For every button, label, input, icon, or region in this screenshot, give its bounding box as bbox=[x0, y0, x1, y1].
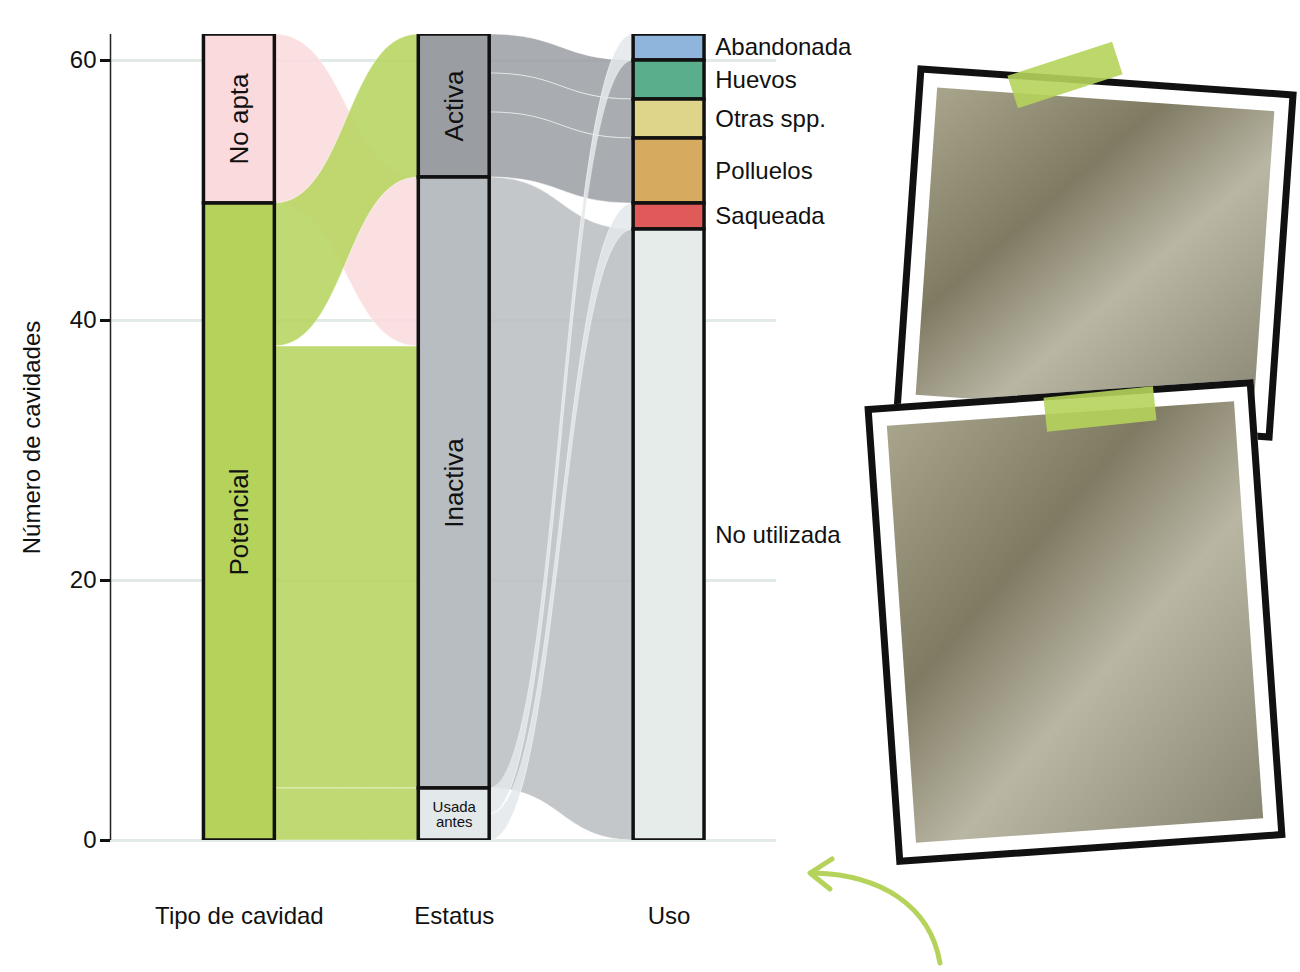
svg-text:No utilizada: No utilizada bbox=[715, 521, 841, 548]
svg-text:40: 40 bbox=[70, 306, 97, 333]
svg-text:Uso: Uso bbox=[648, 902, 691, 929]
svg-text:Activa: Activa bbox=[439, 70, 469, 141]
svg-text:Abandonada: Abandonada bbox=[715, 33, 852, 60]
svg-text:Inactiva: Inactiva bbox=[439, 438, 469, 528]
svg-text:20: 20 bbox=[70, 566, 97, 593]
svg-text:Usadaantes: Usadaantes bbox=[433, 798, 477, 830]
svg-text:Huevos: Huevos bbox=[715, 66, 796, 93]
svg-text:Polluelos: Polluelos bbox=[715, 157, 812, 184]
svg-text:Número de cavidades: Número de cavidades bbox=[18, 321, 45, 554]
svg-text:Otras spp.: Otras spp. bbox=[715, 105, 826, 132]
svg-text:Estatus: Estatus bbox=[414, 902, 494, 929]
svg-text:60: 60 bbox=[70, 46, 97, 73]
svg-text:Potencial: Potencial bbox=[224, 469, 254, 576]
svg-text:Saqueada: Saqueada bbox=[715, 202, 825, 229]
svg-text:Tipo de cavidad: Tipo de cavidad bbox=[155, 902, 324, 929]
svg-text:0: 0 bbox=[83, 826, 96, 853]
svg-text:No apta: No apta bbox=[224, 73, 254, 165]
